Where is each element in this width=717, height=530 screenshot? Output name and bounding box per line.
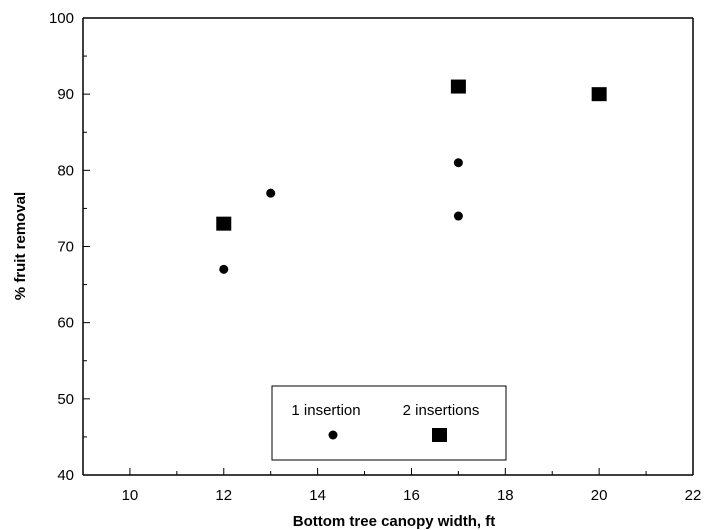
point-2-insertions [216, 216, 232, 231]
legend-box [271, 385, 507, 461]
point-1-insertion [453, 211, 463, 221]
y-tick-label: 90 [57, 86, 74, 103]
point-1-insertion [453, 158, 463, 168]
legend-label-2-insertions: 2 insertions [403, 402, 480, 419]
y-tick-label: 80 [57, 162, 74, 179]
legend-circle-marker [328, 430, 338, 440]
y-tick-label: 40 [57, 467, 74, 484]
legend-square-marker [432, 428, 447, 442]
y-tick-label: 60 [57, 315, 74, 332]
x-tick-label: 12 [215, 487, 232, 504]
x-tick-label: 18 [497, 487, 514, 504]
legend: 1 insertion 2 insertions [271, 385, 507, 461]
x-tick-label: 10 [122, 487, 139, 504]
point-1-insertion [266, 188, 276, 198]
point-2-insertions [591, 87, 607, 102]
x-axis-title: Bottom tree canopy width, ft [293, 513, 496, 530]
x-tick-label: 14 [309, 487, 326, 504]
point-2-insertions [450, 79, 466, 94]
y-tick-label: 100 [49, 10, 74, 27]
x-tick-label: 20 [591, 487, 608, 504]
y-axis-title: % fruit removal [12, 192, 29, 300]
y-tick-label: 70 [57, 239, 74, 256]
point-1-insertion [219, 264, 229, 274]
x-axis-ticks: 10 12 14 16 18 20 22 [82, 468, 702, 504]
legend-label-1-insertion: 1 insertion [291, 402, 360, 419]
y-axis-ticks: 40 50 60 70 80 90 100 [49, 10, 90, 484]
data-points [216, 79, 607, 274]
x-tick-label: 16 [403, 487, 420, 504]
x-tick-label: 22 [685, 487, 702, 504]
y-tick-label: 50 [57, 391, 74, 408]
